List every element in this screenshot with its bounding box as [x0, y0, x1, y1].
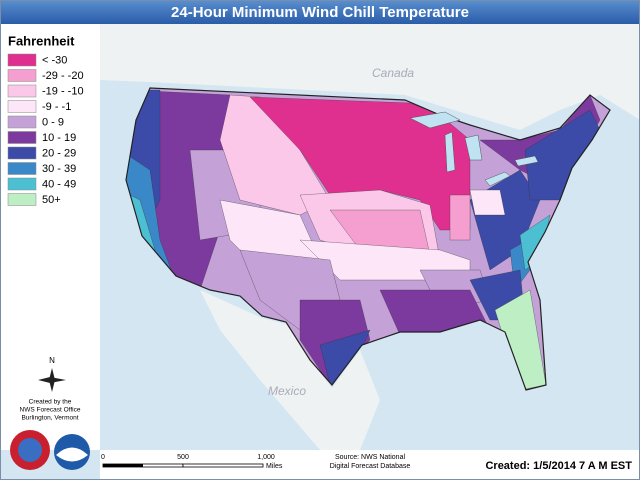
scale-unit: Miles — [266, 463, 283, 470]
noaa-logo-inner — [56, 447, 88, 462]
legend-label: 40 - 49 — [42, 178, 76, 190]
legend-label: 50+ — [42, 194, 61, 206]
legend-swatch — [7, 53, 37, 67]
compass: N — [38, 356, 66, 392]
scale-bar: 0 500 1,000 Miles — [101, 454, 283, 470]
credit-line: Created by the — [29, 399, 72, 406]
legend-label: < -30 — [42, 54, 67, 66]
legend-swatch — [7, 146, 37, 160]
temperature-zone — [469, 189, 506, 216]
source-line: Digital Forecast Database — [330, 463, 411, 470]
legend-swatch — [7, 177, 37, 191]
great-lakes — [409, 111, 539, 187]
scale-label: 1,000 — [257, 454, 275, 461]
credit: Created by the NWS Forecast Office Burli… — [20, 399, 81, 422]
credit-line: NWS Forecast Office — [20, 407, 81, 414]
legend-label: 10 - 19 — [42, 132, 76, 144]
legend: < -30 -29 - -20 -19 - -10 -9 - -1 0 - 9 10 - … — [7, 53, 84, 206]
legend-swatch — [7, 115, 37, 129]
place-label: Mexico — [268, 384, 306, 398]
source-line: Source: NWS National — [335, 454, 405, 461]
scale-label: 500 — [177, 454, 189, 461]
legend-swatch — [7, 131, 37, 144]
legend-title: Fahrenheit — [8, 33, 75, 48]
legend-swatch — [7, 100, 37, 113]
temperature-zone — [449, 194, 471, 241]
legend-swatch — [7, 84, 37, 98]
legend-label: -29 - -20 — [42, 70, 84, 82]
created-stamp: Created: 1/5/2014 7 A M EST — [485, 460, 632, 472]
map-title: 24-Hour Minimum Wind Chill Temperature — [171, 4, 469, 21]
legend-label: 0 - 9 — [42, 116, 64, 128]
canada-land — [100, 24, 640, 130]
legend-swatch — [7, 69, 37, 82]
title-bar — [0, 0, 640, 24]
scale-label: 0 — [101, 454, 105, 461]
legend-swatch — [7, 193, 37, 206]
place-label: Canada — [372, 66, 414, 80]
nws-logo-inner — [18, 438, 42, 462]
legend-label: -19 - -10 — [42, 85, 84, 97]
mexico-land — [200, 290, 380, 450]
legend-label: -9 - -1 — [42, 101, 71, 113]
legend-swatch — [7, 162, 37, 175]
legend-label: 20 - 29 — [42, 147, 76, 159]
compass-label: N — [49, 356, 55, 365]
legend-label: 30 - 39 — [42, 163, 76, 175]
credit-line: Burlington, Vermont — [21, 415, 78, 422]
